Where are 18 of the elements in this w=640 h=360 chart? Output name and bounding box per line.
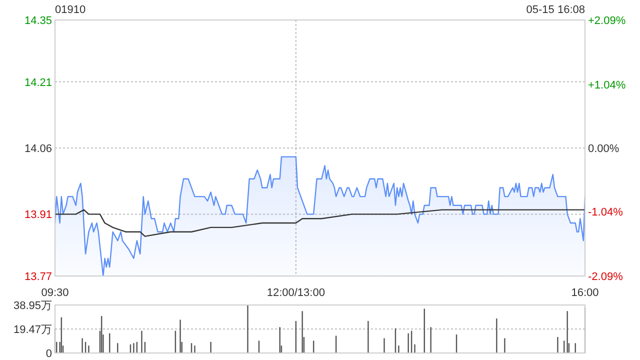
y-tick-label: 14.21 (24, 76, 52, 89)
y-tick-label: 19.47万 (13, 324, 52, 336)
x-tick-label: 12:00/13:00 (266, 287, 325, 299)
x-tick-label: 09:30 (41, 287, 69, 299)
y-tick-label: 38.95万 (13, 300, 52, 312)
y-tick-label: 0 (46, 348, 52, 360)
y2-tick-label: -1.04% (588, 206, 624, 219)
y2-tick-label: +1.04% (588, 79, 626, 92)
y2-tick-label: 0.00% (588, 143, 620, 155)
y-tick-label: 13.91 (24, 209, 52, 222)
y-tick-label: 14.35 (24, 15, 52, 27)
y-tick-label: 13.77 (24, 271, 52, 283)
y2-tick-label: -2.09% (588, 271, 624, 283)
x-tick-label: 16:00 (571, 287, 599, 299)
y2-tick-label: +2.09% (588, 15, 626, 27)
y-tick-label: 14.06 (24, 143, 52, 155)
chart-title: 01910 (55, 4, 86, 16)
chart-subtitle: 05-15 16:08 (526, 4, 585, 16)
